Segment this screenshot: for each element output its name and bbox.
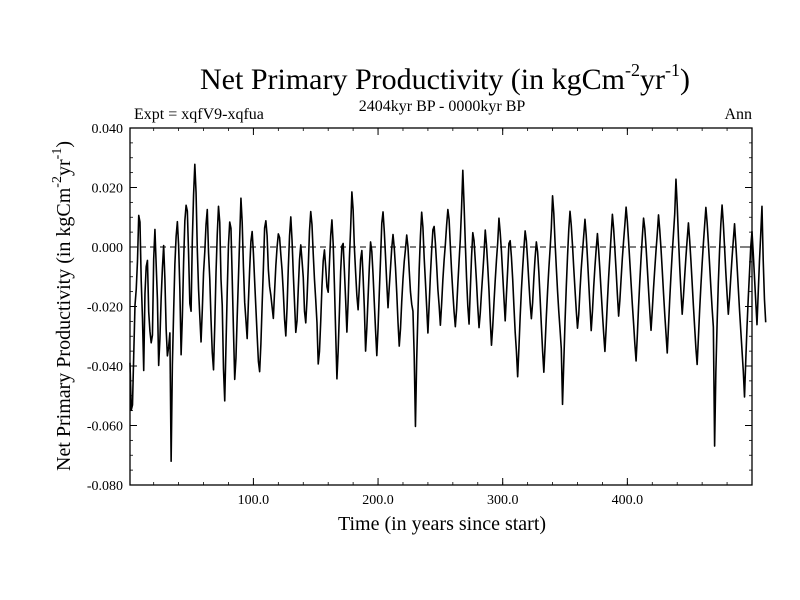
y-tick-label: -0.020 (87, 301, 123, 316)
title-exponent-2: -1 (665, 60, 680, 80)
y-tick-label: 0.000 (92, 241, 124, 256)
ylabel-main: Net Primary Productivity (in kgCm (53, 187, 75, 471)
x-tick-label: 200.0 (362, 493, 394, 508)
x-tick-label: 400.0 (612, 493, 644, 508)
series-line-0 (129, 163, 767, 463)
y-axis-label: Net Primary Productivity (in kgCm-2yr-1) (50, 141, 75, 471)
title-mid: yr (640, 63, 665, 96)
title-close: ) (680, 63, 690, 96)
y-tick-label: -0.080 (87, 479, 123, 494)
y-tick-label: -0.060 (87, 420, 123, 435)
experiment-label: Expt = xqfV9-xqfua (134, 106, 264, 123)
ylabel-exponent-1: -2 (50, 176, 65, 188)
ylabel-mid: yr (53, 159, 75, 176)
x-axis-label: Time (in years since start) (338, 513, 546, 535)
time-range-label: 2404kyr BP - 0000kyr BP (359, 98, 526, 115)
y-tick-label: 0.020 (92, 182, 124, 197)
x-tick-label: 100.0 (238, 493, 270, 508)
y-tick-label: 0.040 (92, 122, 124, 137)
chart-title: Net Primary Productivity (in kgCm-2yr-1) (200, 60, 690, 96)
ylabel-exponent-2: -1 (50, 148, 65, 160)
season-label: Ann (724, 106, 752, 123)
x-tick-label: 300.0 (487, 493, 519, 508)
title-main: Net Primary Productivity (in kgCm (200, 63, 625, 96)
ylabel-close: ) (53, 141, 75, 148)
plot-area: 0.040 0.020 0.000 -0.020 -0.040 -0.060 -0.080 1… (87, 122, 767, 508)
title-exponent-1: -2 (625, 60, 640, 80)
y-tick-label: -0.040 (87, 360, 123, 375)
